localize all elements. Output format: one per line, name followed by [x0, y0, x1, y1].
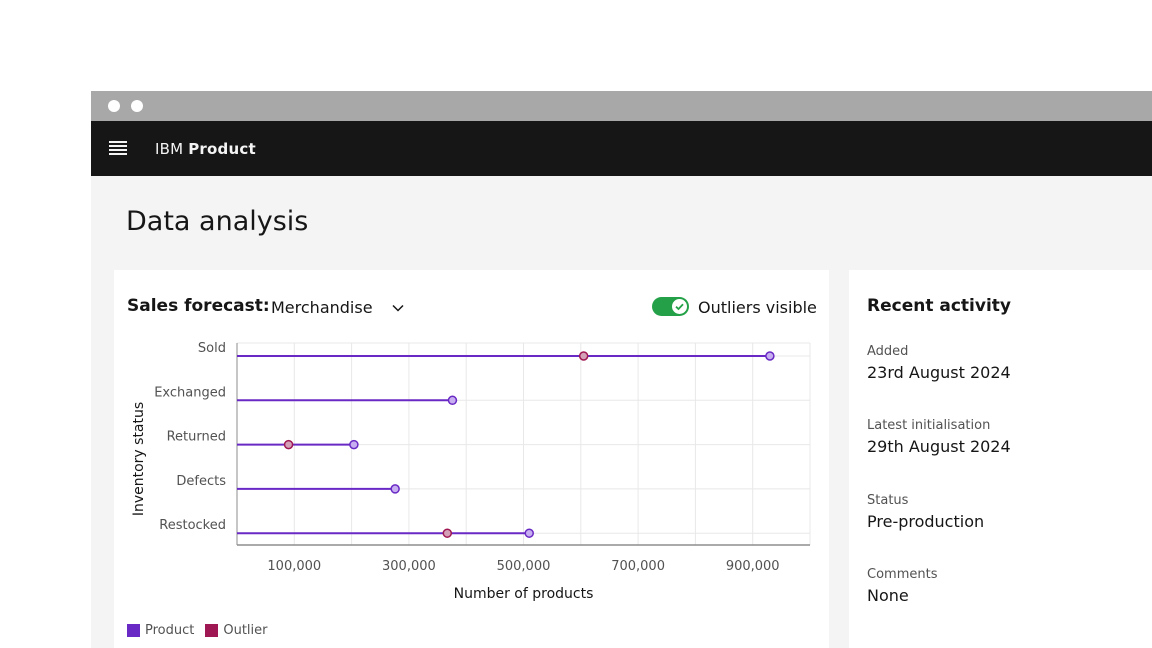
- y-tick-label: Restocked: [159, 518, 226, 533]
- product-point: [447, 395, 458, 406]
- field-value: None: [867, 586, 909, 605]
- window-minimize-dot[interactable]: [131, 100, 143, 112]
- field-value: 23rd August 2024: [867, 363, 1011, 382]
- outliers-toggle[interactable]: [652, 297, 689, 316]
- x-tick-label: 300,000: [382, 559, 436, 574]
- product-point: [524, 528, 534, 538]
- field-label: Latest initialisation: [867, 418, 991, 433]
- product-point: [349, 439, 359, 450]
- product-swatch: [127, 624, 140, 637]
- y-axis-title: Inventory status: [131, 402, 147, 516]
- lollipop-chart: Sold Exchanged Returned Defects Restocked 100…: [131, 341, 811, 602]
- outlier-point: [283, 439, 294, 450]
- x-tick-label: 100,000: [267, 559, 321, 574]
- chart-card-title: Sales forecast:: [127, 296, 270, 316]
- y-tick-label: Defects: [176, 474, 226, 489]
- checkmark-icon: [675, 303, 684, 311]
- menu-icon[interactable]: [109, 141, 127, 156]
- window-close-dot[interactable]: [108, 100, 120, 112]
- activity-field-comments: Comments None: [867, 567, 937, 605]
- field-label: Added: [867, 344, 909, 359]
- y-tick-label: Exchanged: [154, 385, 226, 400]
- toggle-knob: [672, 299, 687, 314]
- sales-forecast-card: Sales forecast: Merchandise Outliers vis…: [114, 270, 829, 648]
- product-name[interactable]: IBM Product: [155, 140, 256, 158]
- activity-field-status: Status Pre-production: [867, 493, 984, 531]
- product-label: Product: [188, 140, 256, 158]
- brand-label: IBM: [155, 140, 184, 158]
- x-tick-label: 900,000: [726, 559, 780, 574]
- y-tick-label: Sold: [198, 341, 226, 356]
- activity-field-added: Added 23rd August 2024: [867, 344, 1011, 382]
- y-tick-label: Returned: [167, 430, 226, 445]
- x-axis-title: Number of products: [454, 586, 594, 602]
- x-tick-label: 700,000: [611, 559, 665, 574]
- page-title: Data analysis: [126, 206, 309, 237]
- dropdown-value: Merchandise: [271, 298, 373, 317]
- category-dropdown[interactable]: Merchandise: [271, 298, 405, 317]
- outlier-point: [442, 528, 453, 538]
- field-value: 29th August 2024: [867, 437, 1011, 456]
- recent-activity-card: Recent activity Added 23rd August 2024 L…: [849, 270, 1152, 648]
- activity-field-latest-initialisation: Latest initialisation 29th August 2024: [867, 418, 1011, 456]
- product-point: [390, 484, 400, 494]
- app-window: IBM Product Data analysis Sales forecast…: [91, 91, 1152, 648]
- x-tick-label: 500,000: [497, 559, 551, 574]
- product-point: [765, 351, 775, 361]
- window-titlebar: [91, 91, 1152, 121]
- field-label: Comments: [867, 567, 938, 582]
- field-label: Status: [867, 493, 909, 508]
- legend-product-label: Product: [145, 623, 195, 638]
- outlier-point: [578, 351, 589, 361]
- toggle-label: Outliers visible: [698, 298, 817, 317]
- outlier-swatch: [205, 624, 219, 637]
- field-value: Pre-production: [867, 512, 985, 531]
- app-header: IBM Product: [91, 121, 1152, 176]
- legend-item-outlier[interactable]: Outlier: [205, 623, 268, 638]
- legend-item-product[interactable]: Product: [127, 623, 194, 638]
- chevron-down-icon: [392, 304, 404, 312]
- activity-title: Recent activity: [867, 296, 1011, 316]
- chart-legend: Product Outlier: [127, 623, 279, 638]
- legend-outlier-label: Outlier: [223, 623, 268, 638]
